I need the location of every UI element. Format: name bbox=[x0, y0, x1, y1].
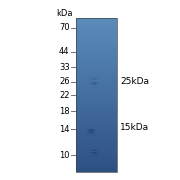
Text: kDa: kDa bbox=[56, 10, 73, 19]
Text: 25kDa: 25kDa bbox=[120, 78, 149, 87]
Text: 18: 18 bbox=[59, 107, 70, 116]
Text: 15kDa: 15kDa bbox=[120, 123, 149, 132]
Text: 10: 10 bbox=[59, 150, 70, 159]
Text: 70: 70 bbox=[59, 24, 70, 33]
Text: 26: 26 bbox=[59, 78, 70, 87]
Text: 33: 33 bbox=[59, 62, 70, 71]
Bar bbox=[76, 18, 117, 172]
Text: 44: 44 bbox=[59, 48, 70, 57]
Text: 22: 22 bbox=[59, 91, 70, 100]
Text: 14: 14 bbox=[59, 125, 70, 134]
